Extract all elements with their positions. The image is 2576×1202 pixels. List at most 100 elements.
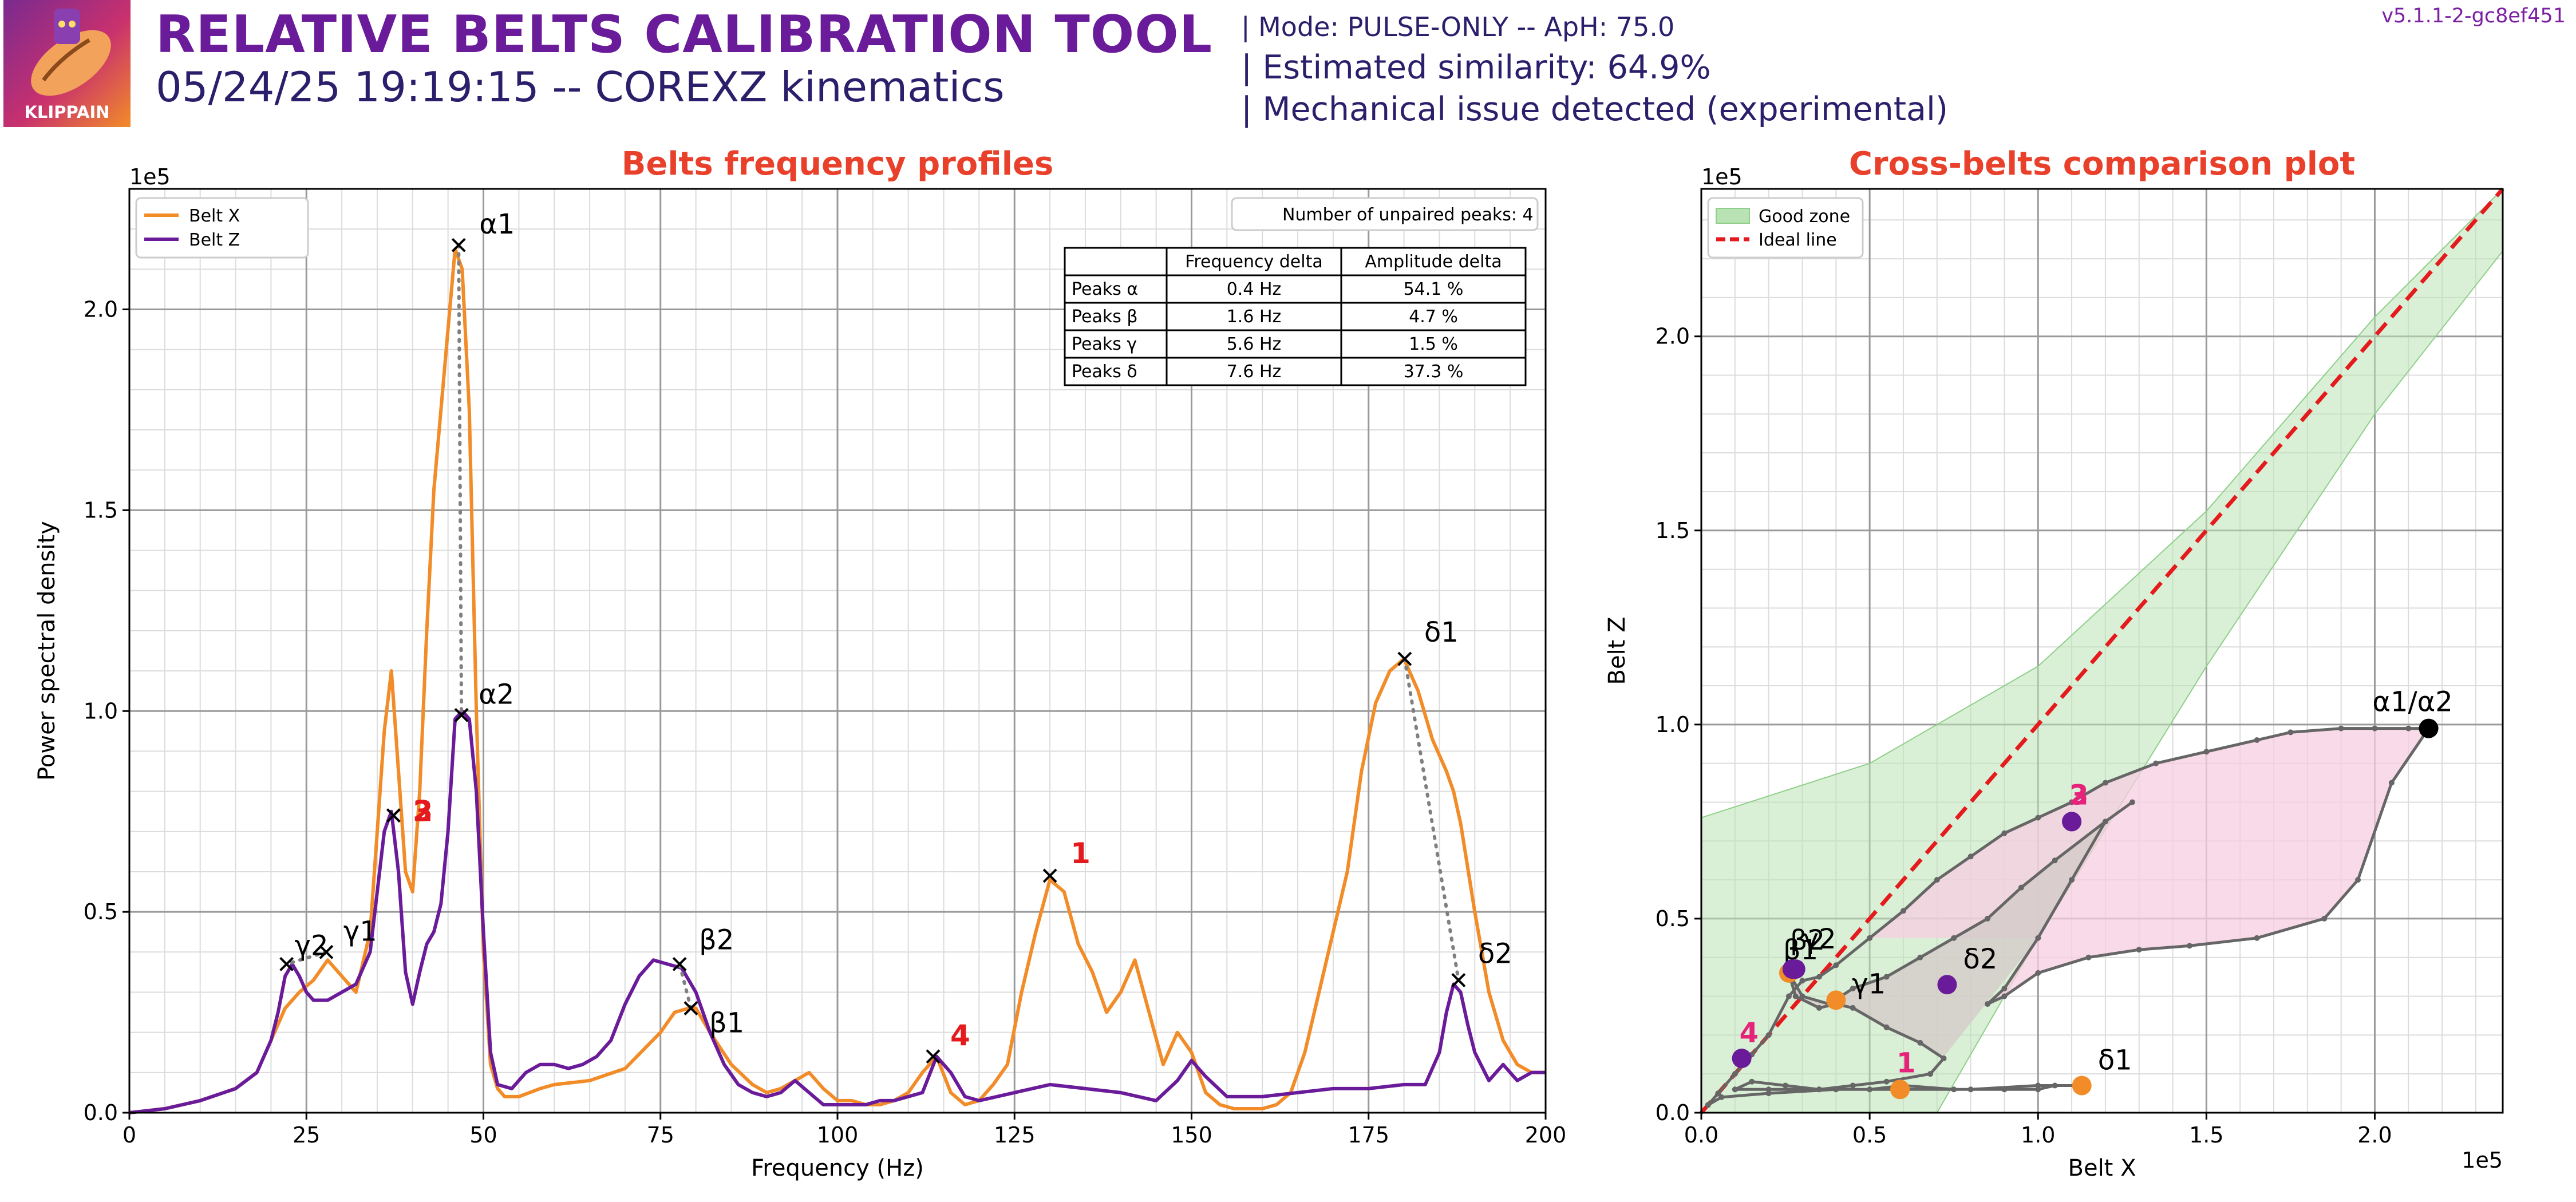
x-tick-label: 1.0 (2021, 1122, 2055, 1148)
x-tick-label: 175 (1348, 1122, 1389, 1148)
trace-point (1705, 1102, 1711, 1108)
unpaired-peak-marker (1042, 868, 1057, 883)
date-kinematics-subtitle: 05/24/25 19:19:15 -- COREXZ kinematics (156, 63, 1005, 111)
trace-point (1867, 935, 1873, 941)
trace-point (1765, 1090, 1772, 1097)
trace-point (1927, 1071, 1933, 1077)
table-value: 54.1 % (1404, 279, 1464, 299)
version-label: v5.1.1-2-gc8ef451 (2381, 5, 2566, 27)
table-cell (1340, 302, 1527, 331)
trace-point (1833, 1086, 1839, 1093)
peak-label: β1 (709, 1007, 744, 1039)
table-value: Peaks γ (1072, 334, 1137, 354)
trace-point (2203, 749, 2210, 755)
trace-point (2018, 884, 2024, 891)
x-tick-label: 0.5 (1852, 1122, 1887, 1148)
trace-point (1792, 993, 1799, 999)
x-tick-label: 150 (1171, 1122, 1212, 1148)
paired-peak-label: δ2 (1963, 943, 1997, 975)
klippain-logo: KLIPPAIN (3, 0, 131, 127)
x-scale-label: 1e5 (2462, 1148, 2503, 1173)
table-value: 1.6 Hz (1227, 307, 1282, 327)
mechanical-issue-info: | Mechanical issue detected (experimenta… (1241, 90, 1949, 128)
peak-marker (683, 1001, 698, 1015)
x-tick-label: 50 (469, 1122, 497, 1148)
trace-point (1917, 954, 1923, 960)
y-tick-label: 2.0 (1656, 324, 1690, 349)
legend-box (135, 197, 309, 259)
trace-point (2372, 725, 2378, 732)
peak-pair-connector (1402, 657, 1460, 982)
robot-icon (54, 9, 80, 44)
legend: Belt X Belt Z (135, 197, 309, 259)
trace-point (1917, 1039, 1923, 1046)
table-cell (1340, 357, 1527, 386)
unpaired-peak-label: 4 (950, 1019, 970, 1052)
trace-point (2001, 830, 2008, 836)
trace-point (1883, 1024, 1890, 1030)
trace-point (2001, 993, 2008, 999)
trace-point (1785, 993, 1792, 999)
peak-label: δ2 (1478, 938, 1512, 970)
trace-point (2405, 725, 2412, 732)
peak-marker (1451, 973, 1466, 987)
unpaired-peak-label: 4 (1740, 1017, 1759, 1049)
x-tick-label: 200 (1525, 1122, 1567, 1148)
y-tick-label: 0.0 (84, 1100, 118, 1125)
trace-point (2035, 935, 2041, 941)
unpaired-peak-marker (926, 1049, 941, 1064)
trace-point (2085, 954, 2092, 960)
trace-point (1934, 877, 1940, 883)
trace-point (1816, 1086, 1822, 1093)
table-cell (1064, 247, 1168, 276)
y-scale-label: 1e5 (129, 164, 171, 189)
peak-pair-connector (285, 950, 328, 966)
peak-marker (1397, 651, 1412, 666)
trace-point (1985, 1001, 1990, 1007)
paired-peak-label: γ1 (1852, 968, 1886, 1000)
trace-point (2153, 760, 2159, 766)
trace-point (1799, 993, 1805, 999)
trace-point (2102, 780, 2108, 786)
table-cell (1340, 329, 1527, 359)
trace-point (1816, 1005, 1822, 1011)
y-axis-label: Power spectral density (34, 521, 60, 781)
y-tick-label: 1.0 (84, 698, 118, 723)
peak-marker (279, 956, 294, 971)
table-cell (1064, 274, 1168, 304)
trace-point (1951, 935, 1957, 941)
table-value: 37.3 % (1404, 362, 1464, 382)
trace-point (2129, 799, 2135, 805)
series-line-belt-x (129, 247, 1546, 1114)
paired-peak-label: γ2 (1803, 923, 1836, 955)
legend-label: Belt X (189, 206, 240, 226)
paired-peak-point (1937, 975, 1957, 995)
unpaired-peak-point (1732, 1049, 1752, 1069)
series-line-belt-z (129, 709, 1546, 1114)
paired-peak-label: α1/α2 (2372, 686, 2453, 718)
trace-point (2388, 780, 2395, 786)
legend: Good zone Ideal line (1707, 197, 1864, 259)
x-tick-label: 75 (647, 1122, 674, 1148)
peak-marker (672, 956, 687, 971)
trace-point (1967, 1086, 1974, 1093)
chart-title: Belts frequency profiles (622, 145, 1054, 183)
table-value: Peaks α (1072, 279, 1138, 299)
logo-text: KLIPPAIN (24, 102, 109, 122)
paired-peak-point (1826, 990, 1846, 1010)
paired-peak-point (1785, 959, 1805, 979)
trace-point (1900, 908, 1906, 914)
x-tick-label: 1.5 (2189, 1122, 2223, 1148)
unpaired-peak-label: 3 (2069, 779, 2088, 811)
peak-marker (451, 238, 466, 252)
unpaired-peak-label: 1 (1897, 1047, 1915, 1079)
x-tick-label: 2.0 (2357, 1122, 2392, 1148)
trace-point (2355, 877, 2361, 883)
peak-marker (319, 944, 334, 959)
trace-point (1718, 1094, 1725, 1100)
trace-point (2136, 947, 2142, 953)
similarity-info: | Estimated similarity: 64.9% (1241, 49, 1711, 86)
peak-marker (454, 707, 469, 722)
